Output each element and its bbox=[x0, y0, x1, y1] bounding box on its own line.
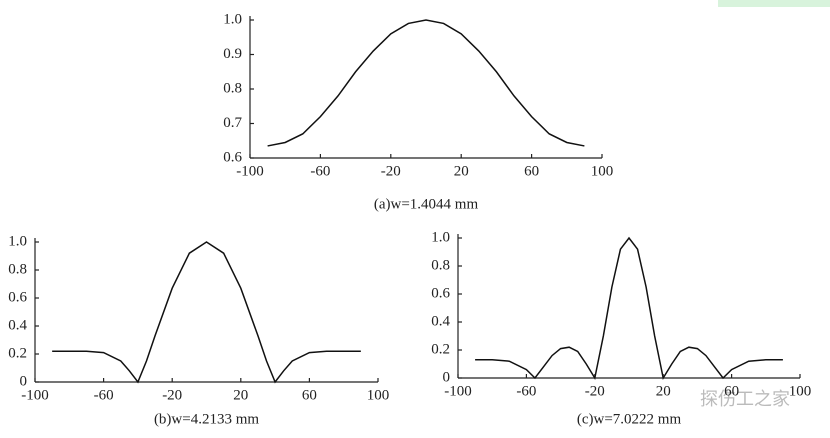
x-tick-label: -60 bbox=[516, 383, 536, 399]
y-tick-label: 1.0 bbox=[431, 229, 450, 245]
y-tick-label: 0.6 bbox=[8, 289, 27, 305]
x-tick-label: -100 bbox=[236, 163, 264, 179]
line bbox=[52, 241, 361, 384]
y-tick-label: 0.6 bbox=[223, 149, 242, 165]
x-tick-label: 60 bbox=[724, 383, 739, 399]
y-tick-label: 0.6 bbox=[431, 285, 450, 301]
x-tick-label: -20 bbox=[585, 383, 605, 399]
x-tick-label: 20 bbox=[454, 163, 469, 179]
line bbox=[475, 236, 783, 381]
caption: (b)w=4.2133 mm bbox=[154, 411, 259, 427]
x-tick-label: 100 bbox=[789, 383, 812, 399]
y-tick-label: 0.2 bbox=[8, 345, 27, 361]
decoration bbox=[718, 0, 830, 7]
y-tick-label: 0.4 bbox=[8, 317, 27, 333]
y-tick-label: 0.9 bbox=[223, 46, 242, 62]
x-tick-label: -60 bbox=[94, 387, 114, 403]
y-tick-label: 0 bbox=[443, 369, 451, 385]
x-tick-label: -100 bbox=[21, 387, 49, 403]
y-tick-label: 0.4 bbox=[431, 313, 450, 329]
x-tick-label: 60 bbox=[524, 163, 539, 179]
x-tick-label: 60 bbox=[302, 387, 317, 403]
x-tick-label: 100 bbox=[367, 387, 390, 403]
caption: (a)w=1.4044 mm bbox=[374, 196, 479, 212]
y-tick-label: 0.7 bbox=[223, 115, 242, 131]
y-tick-label: 1.0 bbox=[8, 233, 27, 249]
y-tick-label: 0 bbox=[20, 373, 28, 389]
y-tick-label: 0.8 bbox=[8, 261, 27, 277]
y-tick-label: 1.0 bbox=[223, 11, 242, 27]
x-tick-label: -20 bbox=[162, 387, 182, 403]
caption: (c)w=7.0222 mm bbox=[577, 411, 682, 427]
x-tick-label: 20 bbox=[233, 387, 248, 403]
x-tick-label: -20 bbox=[381, 163, 401, 179]
line bbox=[267, 19, 585, 147]
x-tick-label: 20 bbox=[656, 383, 671, 399]
y-tick-label: 0.2 bbox=[431, 341, 450, 357]
x-tick-label: 100 bbox=[591, 163, 614, 179]
x-tick-label: -60 bbox=[310, 163, 330, 179]
y-tick-label: 0.8 bbox=[431, 257, 450, 273]
y-tick-label: 0.8 bbox=[223, 80, 242, 96]
watermark: 探伤工之家 bbox=[700, 389, 790, 410]
x-tick-label: -100 bbox=[444, 383, 472, 399]
